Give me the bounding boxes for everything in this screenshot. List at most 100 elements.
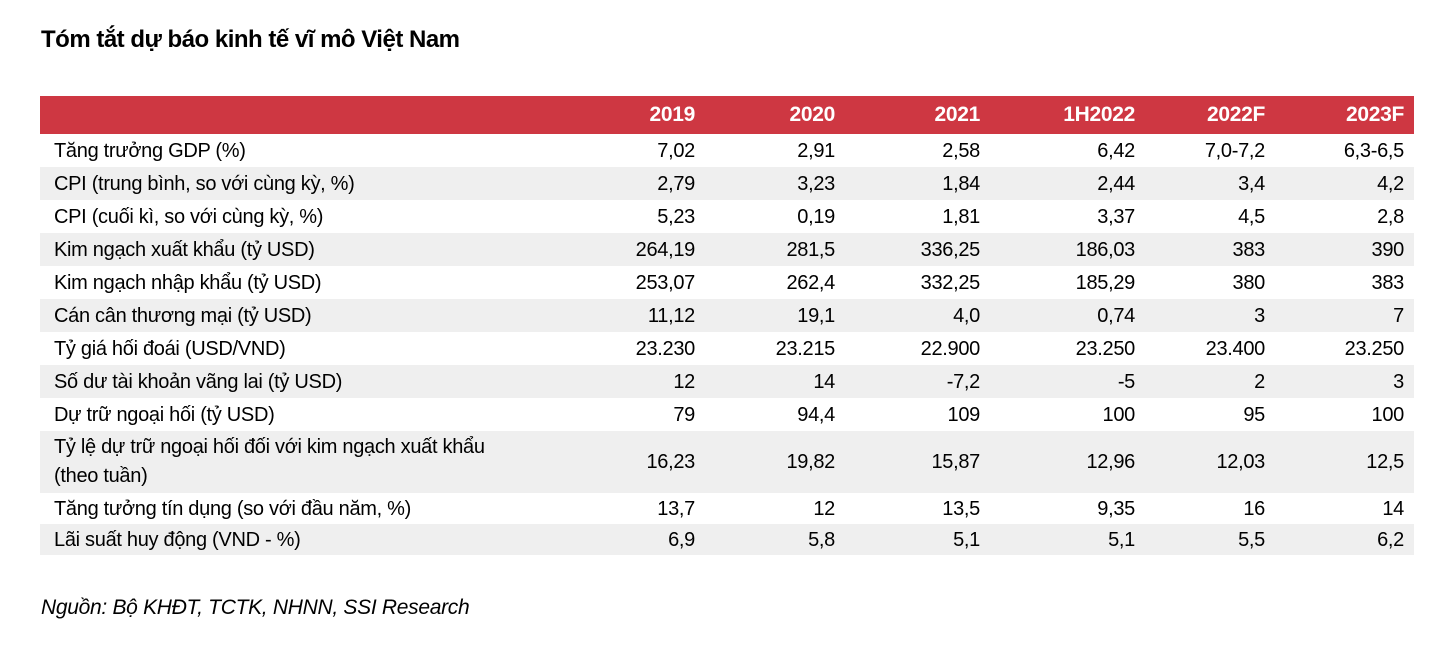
cell-value: 3 [1393,370,1404,393]
cell-value: 3,37 [1097,205,1135,228]
table-row-reserves-to-exports: Tỷ lệ dự trữ ngoại hối đối với kim ngạch… [40,431,1414,493]
cell-value: 7,02 [657,139,695,162]
cell-value: 2,8 [1377,205,1404,228]
row-label: Kim ngạch xuất khẩu (tỷ USD) [54,238,315,261]
table-row-current-account: Số dư tài khoản vãng lai (tỷ USD) 12 14 … [40,365,1414,398]
cell-value: 2 [1254,370,1265,393]
cell-value: 0,74 [1097,304,1135,327]
table-row-fx-reserves: Dự trữ ngoại hối (tỷ USD) 79 94,4 109 10… [40,398,1414,431]
table-header-row: 2019 2020 2021 1H2022 2022F 2023F [40,96,1414,134]
row-label: Tỷ giá hối đoái (USD/VND) [54,337,286,360]
cell-value: 3 [1254,304,1265,327]
cell-value: 383 [1371,271,1405,294]
header-year-2019: 2019 [649,103,695,126]
cell-value: 5,5 [1238,528,1265,551]
row-label: Tỷ lệ dự trữ ngoại hối đối với kim ngạch… [40,431,585,493]
cell-value: 9,35 [1097,497,1135,520]
cell-value: 7 [1393,304,1404,327]
cell-value: 185,29 [1075,271,1136,294]
cell-value: 4,2 [1377,172,1404,195]
cell-value: 380 [1232,271,1266,294]
table-row-exchange-rate: Tỷ giá hối đoái (USD/VND) 23.230 23.215 … [40,332,1414,365]
cell-value: 3,4 [1238,172,1265,195]
header-year-2021: 2021 [934,103,980,126]
cell-value: 23.250 [1075,337,1136,360]
cell-value: 383 [1232,238,1266,261]
cell-value: 13,5 [942,497,980,520]
cell-value: 14 [1382,497,1404,520]
header-forecast-2023f: 2023F [1345,103,1404,126]
cell-value: 12,03 [1216,451,1265,473]
cell-value: 186,03 [1075,238,1136,261]
cell-value: 13,7 [657,497,695,520]
cell-value: 2,58 [942,139,980,162]
cell-value: 253,07 [635,271,696,294]
table-row-gdp-growth: Tăng trưởng GDP (%) 7,02 2,91 2,58 6,42 … [40,134,1414,167]
row-label: Tăng tưởng tín dụng (so với đầu năm, %) [54,497,411,520]
table-row-cpi-average: CPI (trung bình, so với cùng kỳ, %) 2,79… [40,167,1414,200]
cell-value: 19,1 [797,304,835,327]
cell-value: 23.250 [1344,337,1405,360]
header-year-2020: 2020 [789,103,835,126]
cell-value: 2,44 [1097,172,1135,195]
macro-forecast-table: 2019 2020 2021 1H2022 2022F 2023F Tăng t… [40,96,1414,555]
cell-value: 4,0 [953,304,980,327]
cell-value: 5,1 [1108,528,1135,551]
cell-value: 332,25 [920,271,981,294]
table-row-exports: Kim ngạch xuất khẩu (tỷ USD) 264,19 281,… [40,233,1414,266]
cell-value: 336,25 [920,238,981,261]
cell-value: 12,5 [1366,451,1404,473]
cell-value: 23.230 [635,337,696,360]
cell-value: 6,42 [1097,139,1135,162]
cell-value: 1,84 [942,172,980,195]
cell-value: 100 [1102,403,1136,426]
table-row-cpi-eop: CPI (cuối kì, so với cùng kỳ, %) 5,23 0,… [40,200,1414,233]
cell-value: 5,1 [953,528,980,551]
cell-value: -5 [1117,370,1135,393]
row-label: Cán cân thương mại (tỷ USD) [54,304,312,327]
row-label: Dự trữ ngoại hối (tỷ USD) [54,403,275,426]
row-label-line-1: Tỷ lệ dự trữ ngoại hối đối với kim ngạch… [54,436,485,458]
cell-value: 79 [673,403,695,426]
table-row-credit-growth: Tăng tưởng tín dụng (so với đầu năm, %) … [40,493,1414,524]
row-label: Tăng trưởng GDP (%) [54,139,246,162]
cell-value: 23.400 [1205,337,1266,360]
cell-value: 264,19 [635,238,696,261]
row-label: CPI (trung bình, so với cùng kỳ, %) [54,172,355,195]
row-label: Lãi suất huy động (VND - %) [54,528,301,551]
cell-value: 2,91 [797,139,835,162]
cell-value: -7,2 [946,370,981,393]
cell-value: 19,82 [786,451,835,473]
cell-value: 4,5 [1238,205,1265,228]
cell-value: 2,79 [657,172,695,195]
cell-value: 262,4 [786,271,835,294]
header-period-1h2022: 1H2022 [1063,103,1135,126]
cell-value: 5,8 [808,528,835,551]
row-label: Số dư tài khoản vãng lai (tỷ USD) [54,370,343,393]
cell-value: 16,23 [646,451,695,473]
table-row-trade-balance: Cán cân thương mại (tỷ USD) 11,12 19,1 4… [40,299,1414,332]
cell-value: 95 [1243,403,1265,426]
cell-value: 390 [1371,238,1405,261]
cell-value: 6,3-6,5 [1343,139,1404,162]
table-row-imports: Kim ngạch nhập khẩu (tỷ USD) 253,07 262,… [40,266,1414,299]
cell-value: 22.900 [920,337,981,360]
row-label: Kim ngạch nhập khẩu (tỷ USD) [54,271,322,294]
header-indicator-cell [40,96,585,134]
header-forecast-2022f: 2022F [1206,103,1265,126]
cell-value: 14 [813,370,835,393]
cell-value: 6,9 [668,528,695,551]
cell-value: 100 [1371,403,1405,426]
page-title: Tóm tắt dự báo kinh tế vĩ mô Việt Nam [41,26,460,53]
row-label: CPI (cuối kì, so với cùng kỳ, %) [54,205,324,228]
cell-value: 11,12 [647,304,695,327]
cell-value: 94,4 [797,403,835,426]
cell-value: 23.215 [775,337,836,360]
cell-value: 6,2 [1377,528,1404,551]
cell-value: 0,19 [797,205,835,228]
cell-value: 7,0-7,2 [1204,139,1265,162]
cell-value: 1,81 [942,205,980,228]
cell-value: 5,23 [657,205,695,228]
source-note: Nguồn: Bộ KHĐT, TCTK, NHNN, SSI Research [41,596,470,619]
